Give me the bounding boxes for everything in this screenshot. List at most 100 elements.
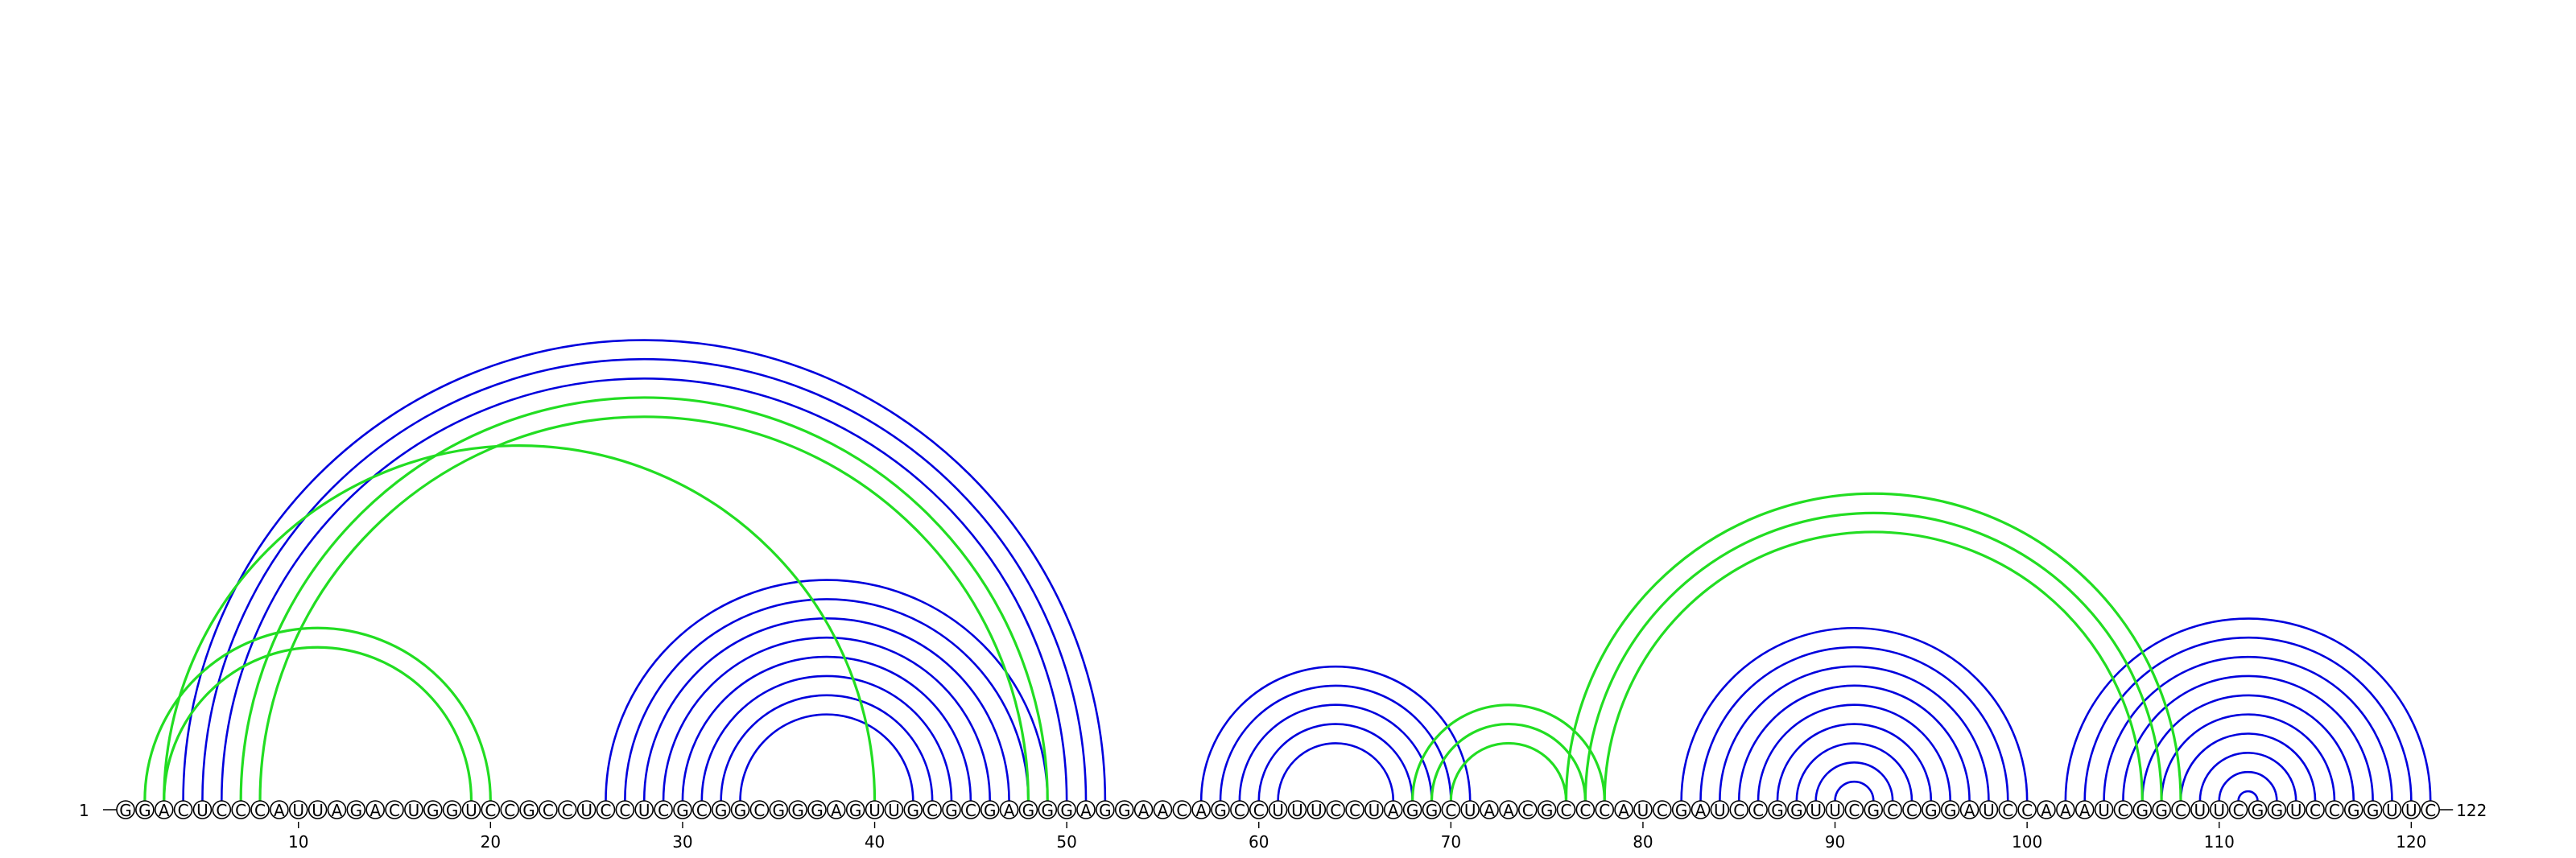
nucleotide: U <box>865 800 885 820</box>
start-label: 1 <box>79 801 89 820</box>
nucleotide: C <box>2325 800 2344 820</box>
nucleotide-letter: G <box>2252 801 2264 820</box>
nucleotide-letter: C <box>543 801 554 820</box>
nucleotide-circle <box>1211 800 1230 819</box>
nucleotide-letter: A <box>1484 801 1495 820</box>
nucleotide: A <box>827 800 846 820</box>
nucleotide-letter: U <box>638 801 650 820</box>
nucleotide-circle <box>615 800 635 819</box>
tick-label: 30 <box>672 832 692 852</box>
nucleotide: A <box>1959 800 1979 820</box>
nucleotide-letter: C <box>254 801 266 820</box>
nucleotide-letter: C <box>658 801 669 820</box>
nucleotide: U <box>634 800 654 820</box>
nucleotide: G <box>346 800 366 820</box>
nucleotide-circle <box>2074 800 2095 819</box>
nucleotide-letter: U <box>1983 801 1995 820</box>
nucleotide-circle <box>1653 800 1672 819</box>
blue-arc <box>1257 723 1414 802</box>
nucleotide-circle <box>1383 800 1403 819</box>
nucleotide: A <box>2074 800 2095 820</box>
nucleotide-letter: G <box>1118 801 1131 820</box>
nucleotide-letter: C <box>1561 801 1572 820</box>
nucleotide-letter: C <box>619 801 630 820</box>
nucleotide-circle <box>539 800 558 819</box>
nucleotide: G <box>2248 800 2268 820</box>
blue-arc <box>2218 770 2278 802</box>
blue-arc <box>700 674 953 802</box>
nucleotide: G <box>1211 800 1230 820</box>
nucleotide-circle <box>2113 800 2133 819</box>
nucleotide-circle <box>327 800 347 819</box>
nucleotide-letter: G <box>1771 801 1784 820</box>
nucleotide-letter: U <box>1291 801 1303 820</box>
nucleotide-circle <box>845 800 865 819</box>
nucleotide-letter: U <box>2098 801 2110 820</box>
blue-arc <box>1719 665 1990 802</box>
nucleotide-circle <box>691 800 712 819</box>
nucleotide: C <box>557 800 577 820</box>
nucleotide-circle <box>404 800 423 819</box>
nucleotide: C <box>250 800 270 820</box>
nucleotide: G <box>519 800 539 820</box>
nucleotide: G <box>788 800 807 820</box>
nucleotide-circle <box>1864 800 1884 819</box>
nucleotide-circle <box>1729 800 1749 819</box>
nucleotide: G <box>1787 800 1806 820</box>
blue-arc <box>182 339 1107 802</box>
blue-arc <box>662 636 991 802</box>
nucleotide-letter: U <box>292 801 304 820</box>
nucleotide-letter: G <box>138 801 151 820</box>
blue-arc <box>1238 703 1433 802</box>
nucleotide-letter: A <box>1138 801 1150 820</box>
nucleotide-circle <box>576 800 597 819</box>
nucleotide: C <box>212 800 232 820</box>
blue-arc <box>201 358 1088 802</box>
nucleotide-letter: U <box>1272 801 1284 820</box>
nucleotide-letter: G <box>522 801 535 820</box>
nucleotide-circle <box>1345 800 1364 819</box>
nucleotide: G <box>1537 800 1557 820</box>
nucleotide-letter: C <box>696 801 708 820</box>
nucleotide-letter: C <box>178 801 189 820</box>
nucleotide-circle <box>1441 800 1461 819</box>
nucleotide-letter: A <box>1503 801 1514 820</box>
nucleotide-letter: G <box>907 801 920 820</box>
nucleotide: U <box>1710 800 1730 820</box>
nucleotide-circle <box>596 800 616 819</box>
nucleotide: G <box>2267 800 2287 820</box>
blue-arc <box>1757 703 1951 802</box>
nucleotide: G <box>2343 800 2363 820</box>
nucleotide: C <box>1902 800 1922 820</box>
blue-arc <box>2198 752 2297 802</box>
nucleotide: C <box>1326 800 1345 820</box>
tick-label: 90 <box>1825 832 1845 852</box>
nucleotide-circle <box>2421 800 2440 819</box>
nucleotide: A <box>2056 800 2075 820</box>
nucleotide-circle <box>1998 800 2018 819</box>
nucleotide: G <box>1096 800 1115 820</box>
nucleotide-letter: A <box>1158 801 1169 820</box>
nucleotide-circle <box>1499 800 1518 819</box>
nucleotide-circle <box>192 800 213 819</box>
nucleotide-letter: A <box>2041 801 2052 820</box>
nucleotide-letter: A <box>332 801 343 820</box>
nucleotide: G <box>1768 800 1787 820</box>
nucleotide-letter: G <box>1022 801 1035 820</box>
nucleotide-letter: C <box>927 801 938 820</box>
nucleotide: C <box>1595 800 1615 820</box>
nucleotide-circle <box>365 800 385 819</box>
blue-arc <box>1737 684 1971 802</box>
nucleotide-letter: C <box>1579 801 1591 820</box>
nucleotide-letter: G <box>772 801 785 820</box>
blue-arc <box>1795 742 1913 802</box>
nucleotide: C <box>1172 800 1192 820</box>
nucleotide-circle <box>999 800 1019 819</box>
nucleotide: C <box>173 800 193 820</box>
green-arc <box>1449 741 1568 802</box>
tick-label: 20 <box>481 832 501 852</box>
nucleotide: C <box>539 800 558 820</box>
nucleotide-circle <box>1517 800 1538 819</box>
nucleotide-circle <box>1959 800 1979 819</box>
nucleotide: C <box>1517 800 1538 820</box>
